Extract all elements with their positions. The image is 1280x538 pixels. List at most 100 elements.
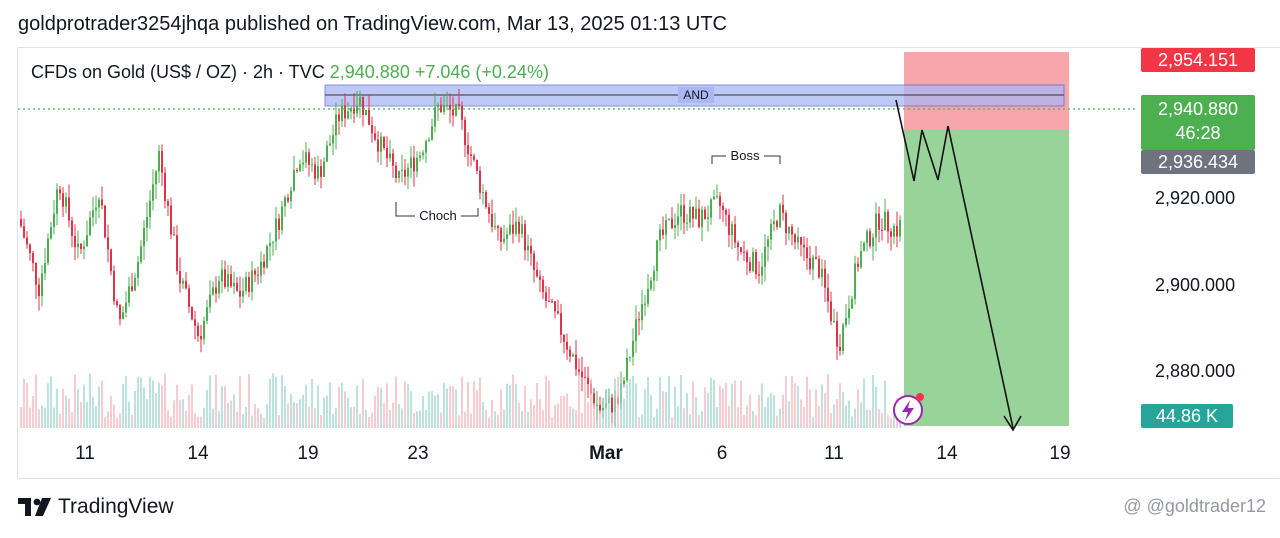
candle-body bbox=[287, 197, 289, 202]
candle-body bbox=[440, 104, 442, 113]
symbol-label: CFDs on Gold (US$ / OZ) · 2h · TVC bbox=[31, 62, 325, 82]
candle-body bbox=[74, 235, 76, 248]
volume-bar bbox=[176, 384, 178, 428]
candle-body bbox=[896, 225, 898, 237]
candle-body bbox=[752, 252, 754, 271]
volume-bar bbox=[821, 384, 823, 428]
candle-body bbox=[662, 229, 664, 235]
volume-bar bbox=[416, 411, 418, 428]
volume-bar bbox=[455, 389, 457, 428]
candle-body bbox=[539, 276, 541, 280]
volume-bar bbox=[302, 394, 304, 428]
candle-body bbox=[101, 199, 103, 206]
candle-body bbox=[560, 313, 562, 335]
candle-body bbox=[290, 190, 292, 202]
volume-bar bbox=[695, 397, 697, 428]
volume-bar bbox=[683, 408, 685, 428]
volume-bar bbox=[707, 392, 709, 428]
volume-bar bbox=[389, 410, 391, 428]
volume-bar bbox=[158, 382, 160, 428]
volume-bar bbox=[575, 410, 577, 428]
candle-body bbox=[407, 167, 409, 177]
candle-body bbox=[482, 192, 484, 194]
candle-body bbox=[215, 287, 217, 294]
chart-pane[interactable]: AND Choch Boss bbox=[17, 47, 1280, 479]
candle-body bbox=[713, 196, 715, 200]
volume-bar bbox=[860, 402, 862, 428]
candle-body bbox=[347, 111, 349, 119]
volume-bar bbox=[677, 406, 679, 428]
candle-body bbox=[686, 222, 688, 224]
candle-body bbox=[254, 270, 256, 275]
candle-body bbox=[635, 319, 637, 341]
candle-body bbox=[143, 227, 145, 247]
volume-bar bbox=[647, 377, 649, 428]
volume-bar bbox=[284, 386, 286, 428]
candle-body bbox=[395, 165, 397, 178]
candle-body bbox=[524, 224, 526, 251]
volume-bar bbox=[530, 399, 532, 428]
candle-body bbox=[425, 140, 427, 153]
volume-bar bbox=[221, 386, 223, 428]
volume-bar bbox=[44, 407, 46, 428]
volume-bar bbox=[674, 386, 676, 428]
volume-bar bbox=[269, 378, 271, 428]
candle-body bbox=[89, 217, 91, 236]
chart-canvas[interactable]: AND Choch Boss bbox=[18, 48, 1280, 478]
volume-bar bbox=[230, 400, 232, 428]
volume-bar bbox=[131, 414, 133, 428]
volume-bar bbox=[47, 383, 49, 428]
volume-bar bbox=[185, 410, 187, 428]
candle-body bbox=[740, 247, 742, 252]
volume-bar bbox=[854, 408, 856, 428]
volume-bar bbox=[788, 401, 790, 428]
candle-body bbox=[419, 155, 421, 158]
candle-body bbox=[806, 247, 808, 259]
volume-bar bbox=[557, 403, 559, 428]
volume-bar bbox=[200, 416, 202, 428]
volume-bar bbox=[362, 378, 364, 428]
candle-body bbox=[35, 263, 37, 285]
volume-bar bbox=[155, 393, 157, 428]
candle-body bbox=[404, 169, 406, 177]
volume-bar bbox=[611, 412, 613, 428]
volume-bar bbox=[296, 403, 298, 428]
volume-bar bbox=[212, 408, 214, 428]
candle-body bbox=[632, 340, 634, 357]
candlestick-series bbox=[20, 88, 901, 427]
candle-body bbox=[650, 280, 652, 289]
volume-bar bbox=[32, 396, 34, 428]
candle-body bbox=[626, 357, 628, 381]
candle-body bbox=[437, 104, 439, 108]
volume-bar bbox=[662, 391, 664, 428]
volume-bar bbox=[407, 384, 409, 428]
volume-bar bbox=[638, 417, 640, 428]
candle-body bbox=[857, 263, 859, 268]
volume-bar bbox=[122, 383, 124, 428]
candle-body bbox=[710, 199, 712, 218]
volume-bar bbox=[866, 409, 868, 428]
candle-body bbox=[191, 306, 193, 320]
candle-body bbox=[575, 354, 577, 370]
candle-body bbox=[878, 213, 880, 230]
volume-bar bbox=[797, 385, 799, 428]
volume-bar bbox=[134, 390, 136, 428]
volume-bar bbox=[41, 405, 43, 428]
candle-body bbox=[329, 143, 331, 146]
volume-bar bbox=[224, 386, 226, 428]
volume-bar bbox=[542, 410, 544, 428]
volume-bar bbox=[257, 408, 259, 428]
volume-bar bbox=[206, 389, 208, 428]
tradingview-logo[interactable]: TradingView bbox=[18, 495, 174, 519]
lightning-icon[interactable] bbox=[893, 393, 924, 425]
volume-bar bbox=[590, 378, 592, 428]
volume-bar bbox=[170, 417, 172, 428]
candle-body bbox=[611, 397, 613, 413]
volume-bar bbox=[842, 392, 844, 428]
volume-bar bbox=[506, 383, 508, 428]
candle-body bbox=[410, 157, 412, 168]
candle-body bbox=[584, 377, 586, 379]
candle-body bbox=[302, 162, 304, 165]
candle-body bbox=[269, 242, 271, 247]
volume-bar bbox=[236, 411, 238, 428]
